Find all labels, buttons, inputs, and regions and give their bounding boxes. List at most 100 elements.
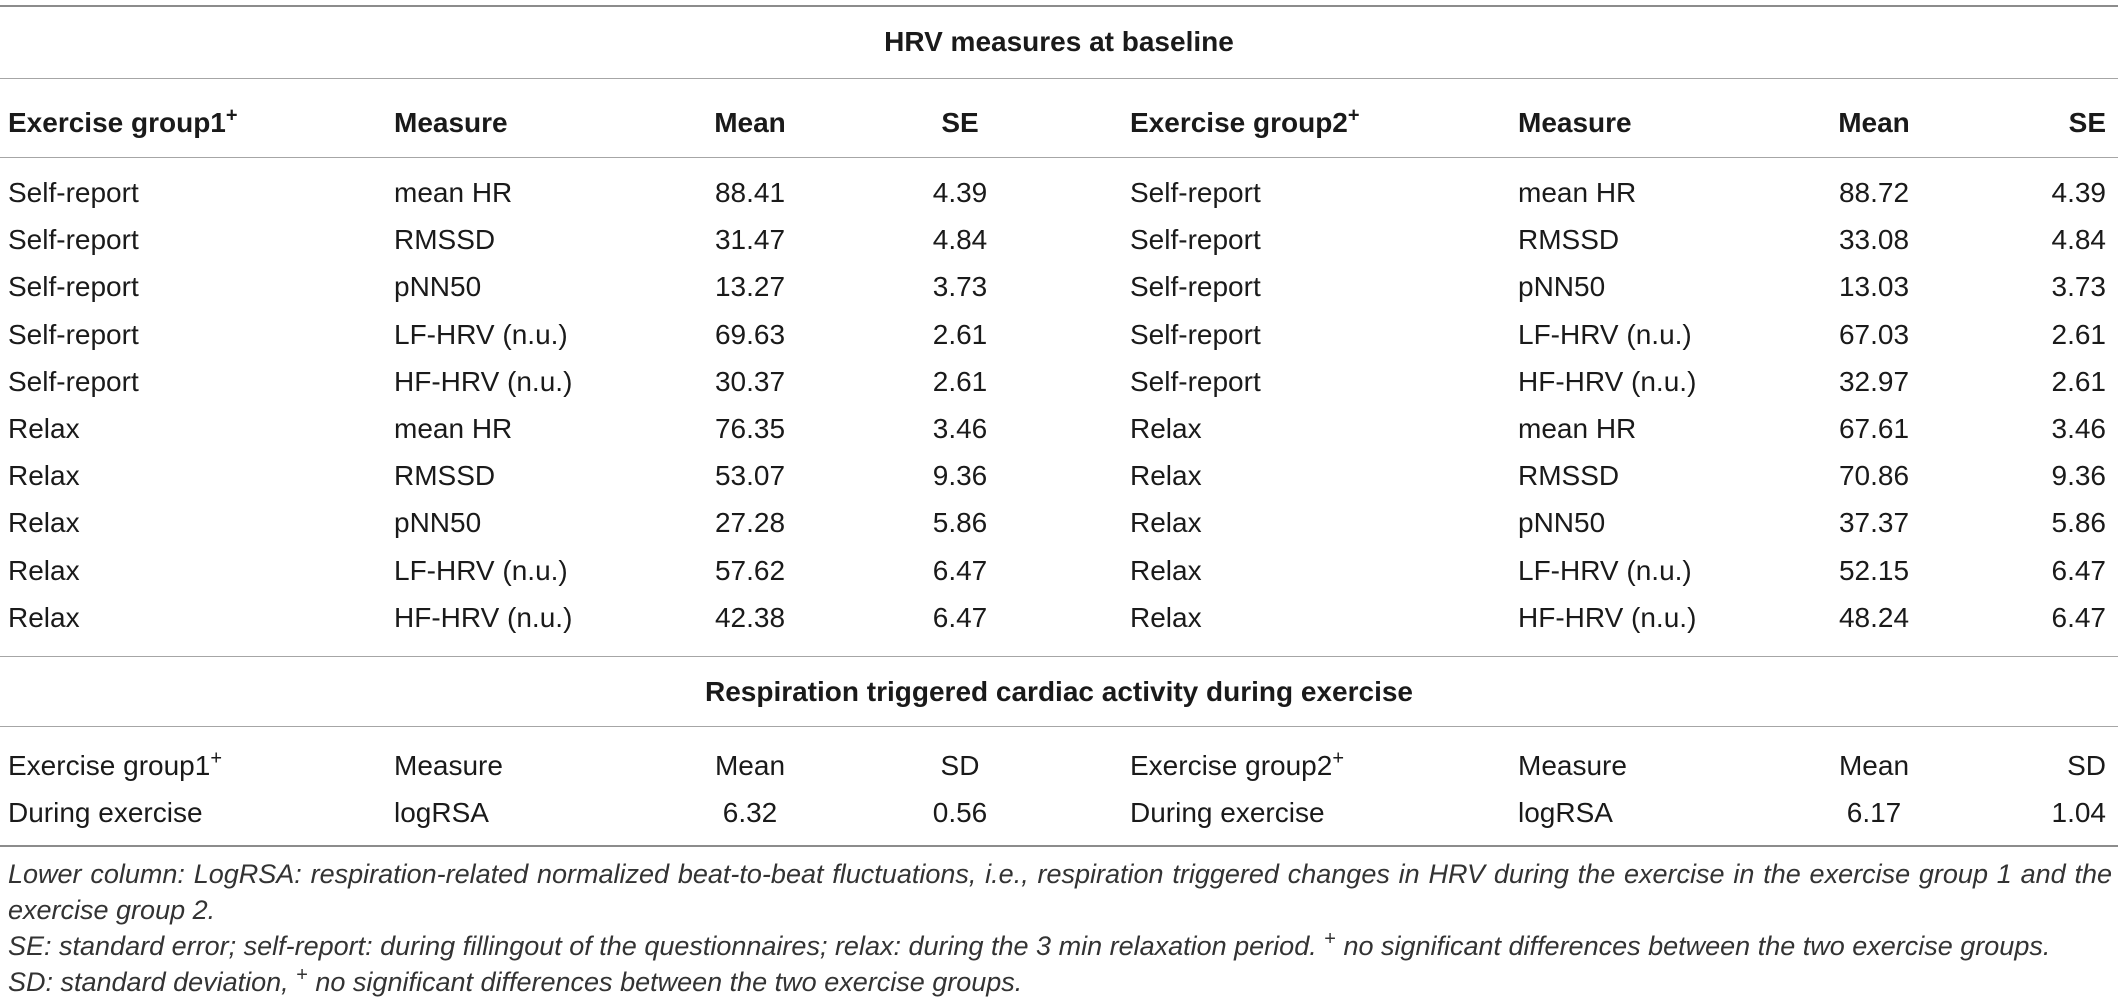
cell-mean-1: 6.32 xyxy=(722,797,778,828)
table-row: Relax RMSSD 53.07 9.36 Relax RMSSD 70.86 9.36 xyxy=(0,453,2118,500)
exercise-title-rule xyxy=(0,726,2118,727)
cell-group2-condition: Self-report xyxy=(1130,177,1261,208)
cell-measure-2: RMSSD xyxy=(1518,460,1620,492)
table-row: Self-report LF-HRV (n.u.) 69.63 2.61 Self-re… xyxy=(0,312,2118,359)
cell-se-2: 6.47 xyxy=(2051,601,2107,633)
cell-mean-1: 13.27 xyxy=(714,271,786,303)
table-row: Self-report pNN50 13.27 3.73 Self-report pNN5… xyxy=(0,264,2118,311)
cell-mean-2: 52.15 xyxy=(1838,554,1910,586)
cell-group1-condition: Self-report xyxy=(8,224,139,256)
cell-measure-2: pNN50 xyxy=(1518,271,1606,303)
ex-header-exercise-group1: Exercise group1+ xyxy=(8,747,223,781)
cell-group2-condition: Self-report xyxy=(1130,271,1261,303)
cell-mean-2: 67.03 xyxy=(1838,318,1910,350)
cell-group1-condition: Self-report xyxy=(8,318,139,350)
cell-measure-1: logRSA xyxy=(394,797,489,828)
footnote-logrsa: Lower column: LogRSA: respiration-relate… xyxy=(8,859,2112,925)
cell-group1-condition: Self-report xyxy=(8,365,139,397)
cell-mean-1: 42.38 xyxy=(714,601,786,633)
cell-mean-1: 69.63 xyxy=(714,318,786,350)
cell-group2-condition: During exercise xyxy=(1130,797,1325,828)
cell-measure-2: HF-HRV (n.u.) xyxy=(1518,601,1697,633)
cell-se-2: 9.36 xyxy=(2051,460,2107,492)
cell-mean-2: 70.86 xyxy=(1838,460,1910,492)
cell-se-2: 3.46 xyxy=(2051,413,2107,444)
cell-group1-condition: Relax xyxy=(8,507,80,539)
table-row: Relax mean HR 76.35 3.46 Relax mean HR 67.61 3.… xyxy=(0,406,2118,453)
cell-se-2: 2.61 xyxy=(2051,365,2107,397)
table-row: Self-report mean HR 88.41 4.39 Self-report me… xyxy=(0,170,2118,217)
cell-group2-condition: Self-report xyxy=(1130,224,1261,256)
cell-group1-condition: Self-report xyxy=(8,271,139,303)
cell-mean-2: 67.61 xyxy=(1838,413,1910,444)
table-row: Relax LF-HRV (n.u.) 57.62 6.47 Relax LF-HRV (… xyxy=(0,548,2118,595)
cell-mean-2: 6.17 xyxy=(1846,797,1902,828)
baseline-header-row: Exercise group1+ Measure Mean SE Exercis… xyxy=(0,100,2118,147)
cell-se-1: 6.47 xyxy=(932,554,988,586)
cell-mean-2: 33.08 xyxy=(1838,224,1910,256)
cell-group2-condition: Relax xyxy=(1130,507,1202,539)
title-rule xyxy=(0,78,2118,79)
ex-header-mean-1: Mean xyxy=(714,750,786,781)
baseline-bottom-rule xyxy=(0,656,2118,657)
cell-se-1: 6.47 xyxy=(932,601,988,633)
table-row: Self-report RMSSD 31.47 4.84 Self-report RMSS… xyxy=(0,217,2118,264)
table-row: Relax HF-HRV (n.u.) 42.38 6.47 Relax HF-HRV (… xyxy=(0,595,2118,642)
footnote-se: SE: standard error; self-report: during … xyxy=(8,928,2051,961)
cell-measure-2: mean HR xyxy=(1518,413,1637,444)
header-measure-1: Measure xyxy=(394,107,508,138)
table-row: During exercise logRSA 6.32 0.56 During exer… xyxy=(0,790,2118,837)
ex-header-sd-1: SD xyxy=(940,750,980,781)
header-mean-2: Mean xyxy=(1838,107,1910,138)
cell-measure-1: RMSSD xyxy=(394,224,496,256)
cell-mean-2: 88.72 xyxy=(1838,177,1910,208)
bottom-rule xyxy=(0,845,2118,847)
cell-group2-condition: Relax xyxy=(1130,601,1202,633)
cell-se-1: 9.36 xyxy=(932,460,988,492)
cell-group2-condition: Relax xyxy=(1130,460,1202,492)
cell-measure-1: pNN50 xyxy=(394,271,482,303)
cell-measure-2: mean HR xyxy=(1518,177,1637,208)
cell-se-2: 4.39 xyxy=(2051,177,2107,208)
ex-header-measure-1: Measure xyxy=(394,750,503,781)
baseline-title: HRV measures at baseline xyxy=(884,26,1234,57)
cell-measure-1: HF-HRV (n.u.) xyxy=(394,601,573,633)
header-exercise-group2: Exercise group2+ xyxy=(1130,104,1360,138)
cell-measure-2: LF-HRV (n.u.) xyxy=(1518,318,1692,350)
cell-group1-condition: Relax xyxy=(8,413,80,444)
cell-se-1: 5.86 xyxy=(932,507,988,539)
cell-measure-2: HF-HRV (n.u.) xyxy=(1518,365,1697,397)
cell-measure-1: LF-HRV (n.u.) xyxy=(394,554,568,586)
header-rule xyxy=(0,157,2118,158)
exercise-header-row: Exercise group1+ Measure Mean SD Exercis… xyxy=(0,743,2118,790)
cell-mean-1: 57.62 xyxy=(714,554,786,586)
ex-header-mean-2: Mean xyxy=(1838,750,1910,781)
cell-se-2: 6.47 xyxy=(2051,554,2107,586)
ex-header-sd-2: SD xyxy=(2067,750,2106,781)
exercise-title: Respiration triggered cardiac activity d… xyxy=(704,676,1414,707)
cell-measure-1: HF-HRV (n.u.) xyxy=(394,365,573,397)
cell-group2-condition: Relax xyxy=(1130,554,1202,586)
cell-measure-2: pNN50 xyxy=(1518,507,1606,539)
table-row: Self-report HF-HRV (n.u.) 30.37 2.61 Self-re… xyxy=(0,359,2118,406)
cell-se-2: 3.73 xyxy=(2051,271,2107,303)
cell-mean-1: 27.28 xyxy=(714,507,786,539)
cell-mean-1: 76.35 xyxy=(714,413,786,444)
header-exercise-group1: Exercise group1+ xyxy=(8,104,238,138)
cell-measure-1: mean HR xyxy=(394,413,513,444)
cell-group1-condition: Relax xyxy=(8,601,80,633)
cell-measure-1: RMSSD xyxy=(394,460,496,492)
header-se-1: SE xyxy=(941,107,979,138)
cell-se-1: 3.46 xyxy=(932,413,988,444)
cell-se-2: 2.61 xyxy=(2051,318,2107,350)
cell-mean-2: 48.24 xyxy=(1838,601,1910,633)
footnote-sd: SD: standard deviation, + no significant… xyxy=(8,964,1023,997)
cell-se-2-sd: 1.04 xyxy=(2051,797,2107,828)
cell-measure-2: logRSA xyxy=(1518,797,1613,828)
header-measure-2: Measure xyxy=(1518,107,1632,138)
cell-mean-1: 30.37 xyxy=(714,365,786,397)
cell-measure-2: RMSSD xyxy=(1518,224,1620,256)
cell-mean-1: 31.47 xyxy=(714,224,786,256)
cell-group1-condition: During exercise xyxy=(8,797,203,828)
